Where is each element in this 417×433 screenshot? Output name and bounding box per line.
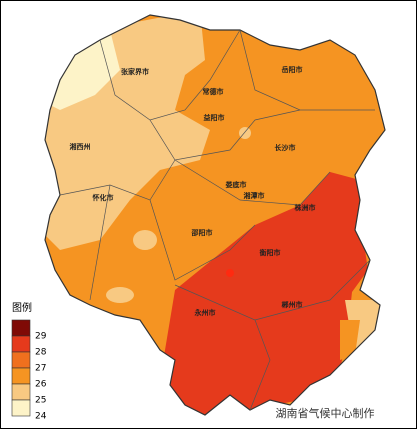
region (106, 287, 134, 303)
city-label: 长沙市 (275, 143, 296, 152)
city-label: 衡阳市 (259, 248, 281, 257)
legend-swatch (11, 367, 31, 385)
city-label: 永州市 (194, 308, 216, 317)
city-label: 湘西州 (70, 142, 91, 151)
city-label: 株洲市 (295, 203, 316, 212)
legend-swatch (11, 383, 31, 401)
city-label: 湘潭市 (244, 191, 265, 200)
border (174, 159, 331, 206)
border (174, 284, 271, 411)
legend-label: 27 (35, 364, 46, 374)
legend-swatch (11, 351, 31, 369)
city-label: 娄底市 (225, 180, 247, 189)
city-borders (59, 29, 375, 411)
border (149, 109, 301, 161)
city-label: 邵阳市 (191, 228, 213, 237)
city-label: 郴州市 (282, 300, 303, 309)
legend: 图例 29 28 27 26 25 24 (11, 301, 47, 422)
border (99, 29, 241, 121)
legend-swatch (11, 335, 31, 353)
city-label: 常德市 (203, 87, 224, 96)
legend-swatch (11, 399, 31, 417)
region (160, 172, 368, 415)
city-label: 岳阳市 (282, 65, 303, 74)
border (149, 199, 256, 281)
legend-swatch (11, 319, 31, 337)
city-label: 怀化市 (92, 193, 114, 202)
legend-label: 25 (35, 396, 46, 406)
legend-label: 28 (35, 348, 47, 358)
credit: 湖南省气候中心制作 (276, 406, 375, 420)
region (133, 230, 157, 250)
legend-title: 图例 (12, 301, 32, 314)
border (59, 159, 176, 201)
legend-label: 24 (35, 412, 47, 422)
city-label: 张家界市 (121, 67, 149, 76)
province-border (44, 14, 386, 416)
border (89, 184, 111, 301)
legend-label: 26 (35, 380, 47, 390)
border (254, 259, 371, 321)
border (239, 29, 375, 111)
legend-label: 29 (35, 332, 47, 342)
hotspot (226, 269, 234, 277)
city-label: 益阳市 (204, 113, 225, 122)
